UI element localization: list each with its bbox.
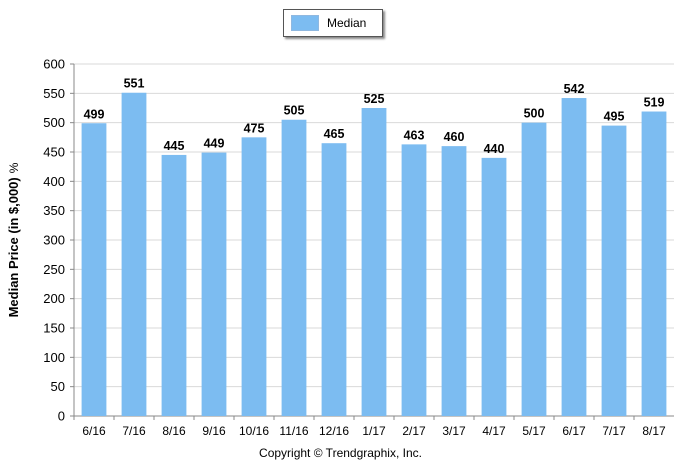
- x-tick-label: 7/16: [122, 424, 146, 438]
- x-tick-label: 2/17: [402, 424, 426, 438]
- bar: [401, 144, 427, 416]
- bar: [281, 119, 307, 416]
- x-tick-label: 11/16: [279, 424, 308, 438]
- data-label: 445: [164, 139, 185, 153]
- bar: [161, 154, 187, 416]
- bar: [201, 152, 227, 416]
- x-tick-label: 7/17: [602, 424, 626, 438]
- x-tick-label: 5/17: [522, 424, 546, 438]
- copyright-footer: Copyright © Trendgraphix, Inc.: [259, 446, 422, 460]
- x-tick-label: 3/17: [442, 424, 466, 438]
- bar: [641, 111, 667, 417]
- data-labels: 499 551 445 449 475 505 465 525 463 460 440 500 542 4…: [84, 77, 665, 156]
- legend: Median: [283, 9, 383, 37]
- data-label: 542: [564, 82, 585, 96]
- y-tick-label: 350: [43, 203, 65, 218]
- y-tick-label: 200: [43, 291, 65, 306]
- y-axis-label: Median Price (in $,000)%: [6, 162, 21, 317]
- x-tick-label: 6/16: [82, 424, 106, 438]
- x-tick-label: 12/16: [319, 424, 349, 438]
- x-tick-label: 8/16: [162, 424, 186, 438]
- y-tick-label: 600: [43, 57, 65, 72]
- y-tick-labels: 0 50 100 150 200 250 300 350 400 450 500 550 600: [43, 57, 65, 424]
- bar: [441, 146, 467, 416]
- y-tick-label: 0: [58, 409, 65, 424]
- x-tick-label: 10/16: [239, 424, 269, 438]
- legend-label-median: Median: [327, 16, 367, 30]
- y-tick-label: 50: [51, 379, 65, 394]
- data-label: 551: [124, 77, 145, 91]
- bar: [81, 123, 107, 417]
- bars: [81, 92, 667, 417]
- y-tick-label: 500: [43, 115, 65, 130]
- data-label: 505: [284, 104, 305, 118]
- data-label: 500: [524, 107, 545, 121]
- y-tick-label: 100: [43, 350, 65, 365]
- bar: [601, 125, 627, 416]
- y-tick-label: 450: [43, 145, 65, 160]
- x-tick-label: 1/17: [362, 424, 386, 438]
- y-tick-label: 300: [43, 233, 65, 248]
- data-label: 525: [364, 92, 385, 106]
- x-tick-label: 4/17: [482, 424, 506, 438]
- bar: [521, 122, 547, 417]
- bar: [361, 108, 387, 416]
- data-label: 499: [84, 107, 105, 121]
- bar: [241, 137, 267, 417]
- bar: [121, 92, 147, 416]
- y-tick-label: 400: [43, 174, 65, 189]
- x-tick-label: 9/16: [202, 424, 226, 438]
- x-tick-label: 8/17: [642, 424, 666, 438]
- data-label: 495: [604, 110, 625, 124]
- x-tick-labels: 6/16 7/16 8/16 9/16 10/16 11/16 12/16 1/17 2/17 3…: [82, 424, 666, 438]
- bar: [321, 143, 347, 416]
- data-label: 440: [484, 142, 505, 156]
- data-label: 460: [444, 130, 465, 144]
- y-tick-label: 550: [43, 86, 65, 101]
- bar: [561, 98, 587, 416]
- bar: [481, 157, 507, 416]
- y-tick-label: 150: [43, 321, 65, 336]
- data-label: 519: [644, 96, 665, 110]
- x-tick-label: 6/17: [562, 424, 586, 438]
- y-tick-label: 250: [43, 262, 65, 277]
- legend-swatch-median: [291, 15, 319, 31]
- data-label: 465: [324, 127, 345, 141]
- data-label: 449: [204, 137, 225, 151]
- data-label: 463: [404, 128, 425, 142]
- data-label: 475: [244, 121, 265, 135]
